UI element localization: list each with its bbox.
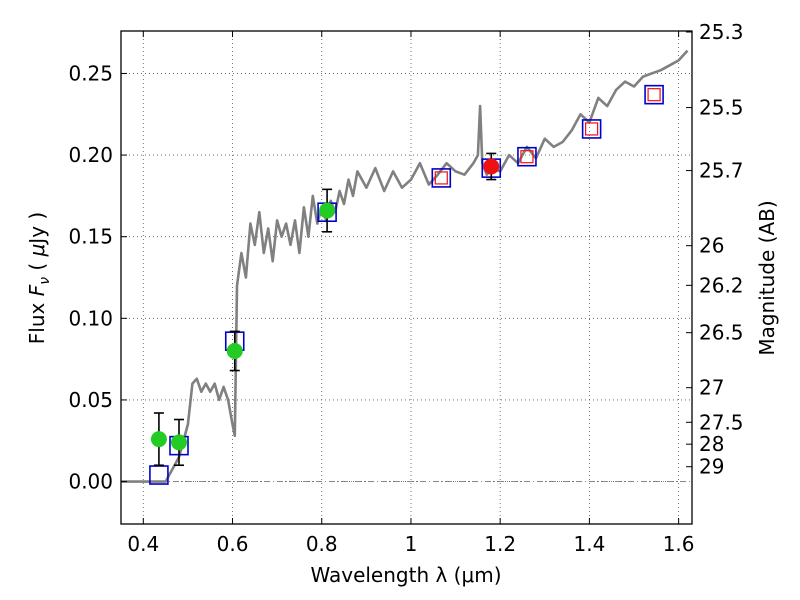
model-square-marker xyxy=(581,119,602,139)
right-tick-label: 25.3 xyxy=(699,20,744,44)
x-tick-label: 1.2 xyxy=(484,532,516,556)
y-tick-label: 0.05 xyxy=(68,388,113,412)
right-tick-label: 27.5 xyxy=(699,410,744,434)
right-tick-label: 27 xyxy=(699,376,724,400)
y-tick-label: 0.00 xyxy=(68,470,113,494)
x-tick-label: 0.8 xyxy=(306,532,338,556)
y-axis-label-prefix: Flux xyxy=(25,296,49,344)
y-axis-label-mu: μ xyxy=(25,244,49,258)
right-tick-label: 26.5 xyxy=(699,321,744,345)
y-axis-label-subscript: ν xyxy=(37,277,53,285)
y-tick-label: 0.20 xyxy=(68,143,113,167)
ir-point xyxy=(483,158,500,175)
model-square-marker xyxy=(644,84,664,105)
y-axis-label: Flux Fν ( μJy ) xyxy=(25,212,53,344)
right-tick-label: 26 xyxy=(699,234,724,258)
ir-square-marker xyxy=(434,171,448,185)
x-tick-label: 1.4 xyxy=(573,532,605,556)
right-y-axis-label: Magnitude (AB) xyxy=(755,200,779,355)
optical-point xyxy=(226,342,243,359)
ir-square-marker xyxy=(647,88,661,102)
axis-ticks: 0.4 0.6 0.8 1 1.2 1.4 1.6 0.00 0.05 0.10 0.15 0.20 0… xyxy=(68,20,743,556)
optical-point xyxy=(150,431,167,448)
right-tick-label: 28 xyxy=(699,432,724,456)
y-axis-label-unit: Jy ) xyxy=(25,212,49,246)
y-tick-label: 0.10 xyxy=(68,306,113,330)
y-axis-label-symbol: F xyxy=(25,284,49,296)
optical-point xyxy=(170,434,187,451)
right-tick-label: 26.2 xyxy=(699,273,744,297)
photometry-markers xyxy=(149,84,664,485)
y-axis-label-paren: ( xyxy=(25,256,49,277)
x-axis-label: Wavelength λ (μm) xyxy=(310,563,501,587)
ir-square-marker xyxy=(520,150,534,164)
right-tick-label: 29 xyxy=(699,455,724,479)
right-tick-label: 25.5 xyxy=(699,96,744,120)
optical-point xyxy=(319,202,336,219)
ir-square-marker xyxy=(585,122,599,136)
x-tick-label: 1 xyxy=(405,532,418,556)
model-square-marker xyxy=(517,146,537,167)
y-tick-label: 0.25 xyxy=(68,61,113,85)
spectrum-series xyxy=(121,49,689,483)
x-tick-label: 0.6 xyxy=(217,532,249,556)
right-tick-label: 25.7 xyxy=(699,159,744,183)
model-square-marker xyxy=(431,168,452,188)
x-tick-label: 0.4 xyxy=(127,532,159,556)
spectrum-line xyxy=(121,49,689,483)
y-tick-label: 0.15 xyxy=(68,225,113,249)
plot-frame xyxy=(120,30,693,525)
x-tick-label: 1.6 xyxy=(663,532,695,556)
